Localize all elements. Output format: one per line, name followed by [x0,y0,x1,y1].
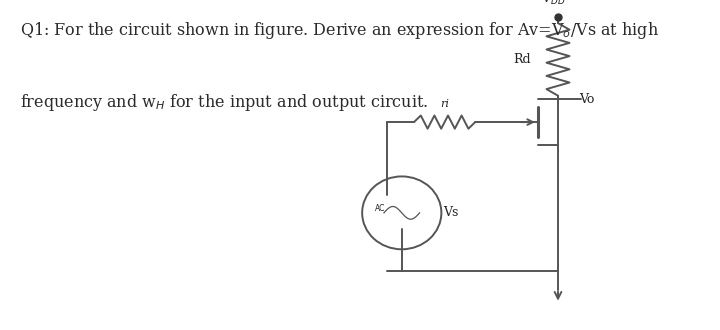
Text: Vs: Vs [443,206,458,219]
Text: AC: AC [375,204,385,213]
Text: frequency and w$_H$ for the input and output circuit.: frequency and w$_H$ for the input and ou… [20,92,428,114]
Text: Q1: For the circuit shown in figure. Derive an expression for Av=V$_o$/Vs at hig: Q1: For the circuit shown in figure. Der… [20,20,659,41]
Text: Vo: Vo [580,92,595,106]
Text: ri: ri [441,99,449,109]
Text: V$_{DD}$: V$_{DD}$ [541,0,566,7]
Text: Rd: Rd [514,53,531,66]
